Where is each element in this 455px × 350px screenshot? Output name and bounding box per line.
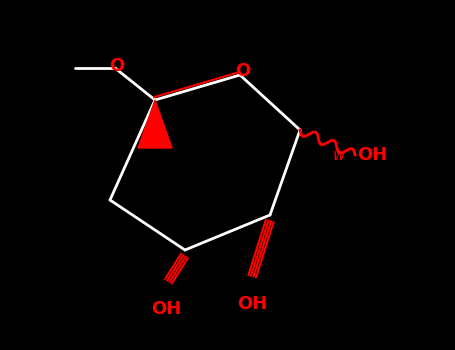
Text: O: O bbox=[109, 57, 125, 75]
Text: OH: OH bbox=[357, 146, 387, 164]
Text: OH: OH bbox=[237, 295, 267, 313]
Text: OH: OH bbox=[151, 300, 181, 318]
Text: O: O bbox=[235, 62, 251, 80]
Polygon shape bbox=[138, 100, 172, 148]
Text: w: w bbox=[333, 148, 345, 163]
